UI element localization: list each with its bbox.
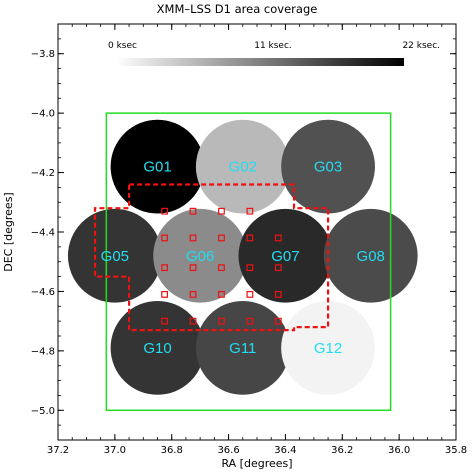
- x-axis-title: RA [degrees]: [221, 457, 292, 470]
- red-marker-14: [161, 291, 169, 298]
- field-label-g03: G03: [314, 159, 342, 176]
- field-circle-g08: [323, 208, 418, 303]
- field-label-g06: G06: [186, 248, 214, 265]
- red-marker-20: [189, 317, 197, 325]
- red-marker-21: [218, 317, 225, 325]
- x-tick-label-4: 36.4: [274, 445, 296, 456]
- field-circle-g05: [67, 208, 162, 303]
- y-tick-label-5: −4.8: [31, 346, 55, 357]
- colorbar: 0 ksec 11 ksec. 22 ksec.: [108, 41, 440, 66]
- red-marker-0: [161, 207, 169, 215]
- red-marker-2: [218, 207, 225, 215]
- survey-box: [105, 112, 392, 412]
- red-marker-6: [218, 234, 225, 242]
- field-circle-g10: [110, 300, 205, 395]
- red-marker-1: [189, 207, 197, 215]
- red-marker-5: [189, 234, 197, 242]
- field-circle-g06: [153, 208, 248, 303]
- x-tick-label-3: 36.6: [217, 445, 239, 456]
- chart-title: XMM–LSS D1 area coverage: [157, 2, 318, 16]
- x-tick-label-2: 36.8: [161, 445, 183, 456]
- field-label-g07: G07: [271, 248, 299, 265]
- field-label-g12: G12: [314, 340, 342, 357]
- y-tick-label-2: −4.2: [31, 168, 55, 179]
- red-marker-8: [274, 234, 282, 242]
- colorbar-label-mid: 11 ksec.: [254, 41, 292, 51]
- red-marker-11: [218, 264, 225, 272]
- red-marker-19: [161, 317, 169, 325]
- x-tick-label-6: 36.0: [388, 445, 410, 456]
- y-tick-label-4: −4.6: [31, 287, 55, 298]
- x-tick-label-5: 36.2: [331, 445, 353, 456]
- field-label-g02: G02: [229, 159, 257, 176]
- field-circle-g02: [195, 119, 290, 214]
- red-marker-16: [218, 291, 225, 298]
- red-marker-15: [189, 291, 197, 298]
- colorbar-label-min: 0 ksec: [108, 41, 137, 51]
- field-label-g10: G10: [143, 340, 171, 357]
- y-tick-label-0: −3.8: [31, 49, 55, 60]
- x-tick-label-1: 37.0: [104, 445, 126, 456]
- field-label-g11: G11: [229, 340, 256, 357]
- colorbar-label-max: 22 ksec.: [402, 41, 440, 51]
- red-marker-22: [246, 317, 254, 325]
- field-label-g05: G05: [101, 248, 129, 265]
- x-tick-label-7: 35.8: [445, 445, 467, 456]
- colorbar-gradient: [116, 58, 404, 66]
- field-labels-layer: G01 G02 G03 G05 G06 G07 G08 G10 G11 G12: [101, 159, 385, 357]
- red-dashed-outline: [93, 183, 330, 332]
- field-label-g08: G08: [357, 248, 385, 265]
- red-marker-9: [161, 264, 169, 272]
- red-marker-17: [246, 291, 254, 298]
- red-marker-13: [274, 264, 282, 272]
- y-tick-label-3: −4.4: [31, 228, 55, 239]
- overlay-layer: [93, 112, 392, 412]
- field-circle-g12: [281, 300, 375, 395]
- red-marker-18: [274, 291, 282, 298]
- field-circle-g01: [110, 119, 205, 214]
- red-marker-23: [274, 317, 282, 325]
- y-tick-label-6: −5.0: [31, 406, 55, 417]
- red-marker-12: [246, 264, 254, 272]
- y-axis-title: DEC [degrees]: [2, 192, 15, 271]
- red-marker-4: [161, 234, 169, 242]
- axes-layer: 37.2 37.0 36.8 36.6 36.4 36.2 36.0 35.8 −3.8 −4.0…: [31, 23, 467, 456]
- x-tick-label-0: 37.2: [47, 445, 69, 456]
- field-label-g01: G01: [143, 159, 171, 176]
- red-marker-10: [189, 264, 197, 272]
- field-circle-g03: [281, 119, 375, 214]
- red-marker-7: [246, 234, 254, 242]
- field-circle-g07: [238, 208, 333, 303]
- red-marker-3: [246, 207, 254, 215]
- y-tick-label-1: −4.0: [31, 109, 55, 120]
